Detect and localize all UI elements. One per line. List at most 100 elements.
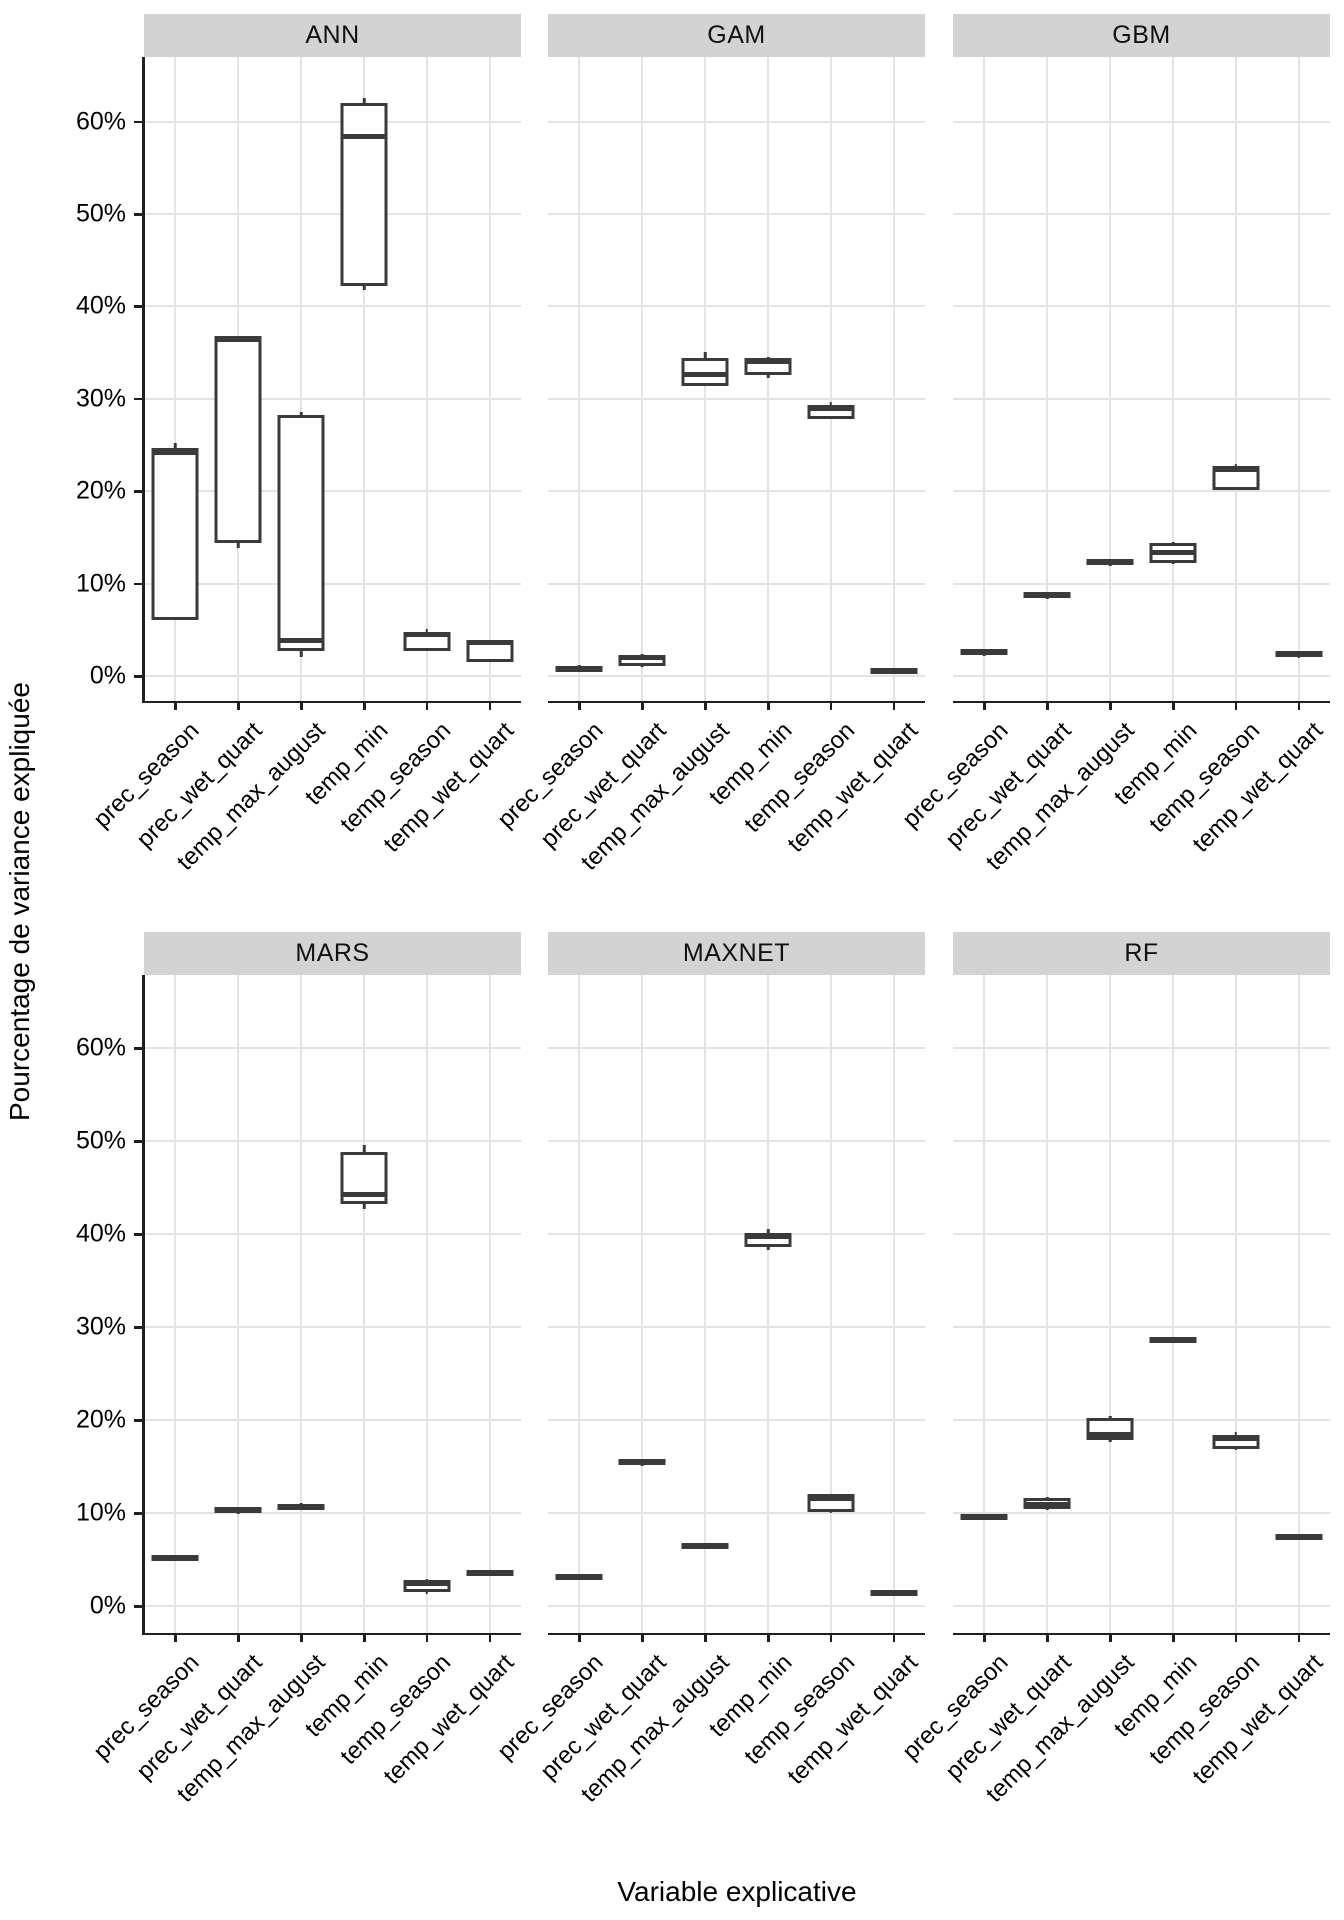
median-line xyxy=(744,1234,792,1240)
gridline-x-temp_max_august xyxy=(704,975,707,1633)
y-tick-50 xyxy=(134,213,142,216)
gridline-y-20 xyxy=(548,490,925,493)
box xyxy=(277,414,325,652)
median-line xyxy=(1149,549,1197,555)
gridline-x-prec_season xyxy=(983,975,986,1633)
gridline-y-60 xyxy=(548,1047,925,1049)
gridline-y-40 xyxy=(953,305,1330,308)
x-tick-temp_max_august xyxy=(300,1634,303,1642)
median-line xyxy=(555,666,603,672)
gridline-x-temp_wet_quart xyxy=(1297,975,1300,1633)
y-tick-60 xyxy=(134,120,142,124)
box xyxy=(151,447,199,620)
gridline-y-10 xyxy=(548,1512,925,1514)
panel-rf xyxy=(953,975,1330,1635)
median-line xyxy=(681,372,729,378)
gridline-y-50 xyxy=(548,213,925,215)
y-tick-label-0: 0% xyxy=(89,661,126,690)
y-tick-label-10: 10% xyxy=(75,569,126,598)
y-tick-label-0: 0% xyxy=(89,1591,126,1620)
x-tick-temp_season xyxy=(829,702,833,710)
median-line xyxy=(681,1543,729,1549)
gridline-x-temp_max_august xyxy=(1109,57,1112,701)
x-tick-prec_season xyxy=(983,1634,986,1642)
x-axis-title: Variable explicative xyxy=(617,1876,857,1907)
gridline-x-temp_wet_quart xyxy=(488,975,491,1633)
gridline-y-60 xyxy=(144,120,521,123)
x-tick-temp_season xyxy=(1234,1634,1238,1642)
x-tick-temp_min xyxy=(363,1634,366,1642)
y-tick-30 xyxy=(134,1326,142,1329)
facet-strip-label: MAXNET xyxy=(682,939,791,967)
median-line xyxy=(277,638,325,644)
y-tick-30 xyxy=(134,397,142,401)
gridline-x-prec_season xyxy=(578,975,581,1633)
gridline-x-prec_wet_quart xyxy=(1046,975,1049,1633)
x-tick-temp_season xyxy=(1234,702,1238,710)
gridline-y-20 xyxy=(953,490,1330,493)
facet-strip-label: MARS xyxy=(295,939,370,967)
gridline-y-50 xyxy=(144,1140,521,1142)
median-line xyxy=(555,1574,603,1580)
gridline-y-30 xyxy=(548,1326,925,1328)
median-line xyxy=(466,1570,514,1576)
gridline-y-10 xyxy=(144,1512,521,1514)
y-tick-20 xyxy=(134,1419,142,1422)
x-tick-temp_min xyxy=(767,1634,770,1642)
gridline-x-temp_season xyxy=(1234,975,1237,1633)
gridline-x-temp_min xyxy=(767,57,769,701)
gridline-y-20 xyxy=(144,490,521,493)
panel-gam xyxy=(548,57,925,703)
gridline-y-50 xyxy=(548,1140,925,1142)
gridline-y-40 xyxy=(548,1233,925,1235)
y-tick-label-20: 20% xyxy=(75,1405,126,1434)
x-axis-line xyxy=(548,1632,925,1635)
y-tick-60 xyxy=(134,1047,142,1050)
gridline-y-50 xyxy=(953,213,1330,215)
median-line xyxy=(151,1555,199,1561)
facet-strip-label: RF xyxy=(1124,939,1159,967)
gridline-y-10 xyxy=(144,582,521,585)
x-tick-prec_wet_quart xyxy=(641,702,644,710)
y-tick-40 xyxy=(134,1233,142,1236)
y-tick-10 xyxy=(134,1512,142,1515)
gridline-y-0 xyxy=(548,675,925,677)
gridline-y-20 xyxy=(548,1419,925,1421)
median-line xyxy=(960,1514,1008,1520)
gridline-x-temp_wet_quart xyxy=(1297,57,1300,701)
gridline-x-temp_wet_quart xyxy=(892,975,895,1633)
median-line xyxy=(960,649,1008,655)
x-axis-line xyxy=(548,700,925,703)
panel-gbm xyxy=(953,57,1330,703)
gridline-y-0 xyxy=(548,1605,925,1607)
gridline-x-temp_season xyxy=(1234,57,1237,701)
y-tick-40 xyxy=(134,305,142,308)
gridline-y-10 xyxy=(548,582,925,585)
x-tick-prec_wet_quart xyxy=(641,1634,644,1642)
gridline-y-60 xyxy=(144,1047,521,1049)
y-tick-0 xyxy=(134,1605,142,1608)
facet-strip-gbm: GBM xyxy=(953,14,1330,57)
median-line xyxy=(1275,1534,1323,1540)
x-tick-prec_wet_quart xyxy=(237,1634,240,1642)
facet-strip-gam: GAM xyxy=(548,14,925,57)
gridline-x-prec_season xyxy=(174,57,177,701)
x-tick-prec_wet_quart xyxy=(237,702,240,710)
x-tick-temp_season xyxy=(425,702,429,710)
x-tick-prec_season xyxy=(174,702,177,710)
gridline-y-40 xyxy=(144,1233,521,1235)
gridline-x-temp_min xyxy=(1172,57,1174,701)
gridline-y-0 xyxy=(144,675,521,677)
facet-strip-ann: ANN xyxy=(144,14,521,57)
y-tick-label-30: 30% xyxy=(75,1312,126,1341)
facet-strip-rf: RF xyxy=(953,932,1330,975)
y-tick-label-30: 30% xyxy=(75,384,126,413)
median-line xyxy=(466,640,514,646)
y-tick-label-20: 20% xyxy=(75,476,126,505)
x-tick-temp_min xyxy=(1172,1634,1175,1642)
gridline-y-30 xyxy=(144,1326,521,1328)
median-line xyxy=(1086,1432,1134,1438)
x-tick-temp_min xyxy=(767,702,770,710)
y-tick-label-40: 40% xyxy=(75,291,126,320)
